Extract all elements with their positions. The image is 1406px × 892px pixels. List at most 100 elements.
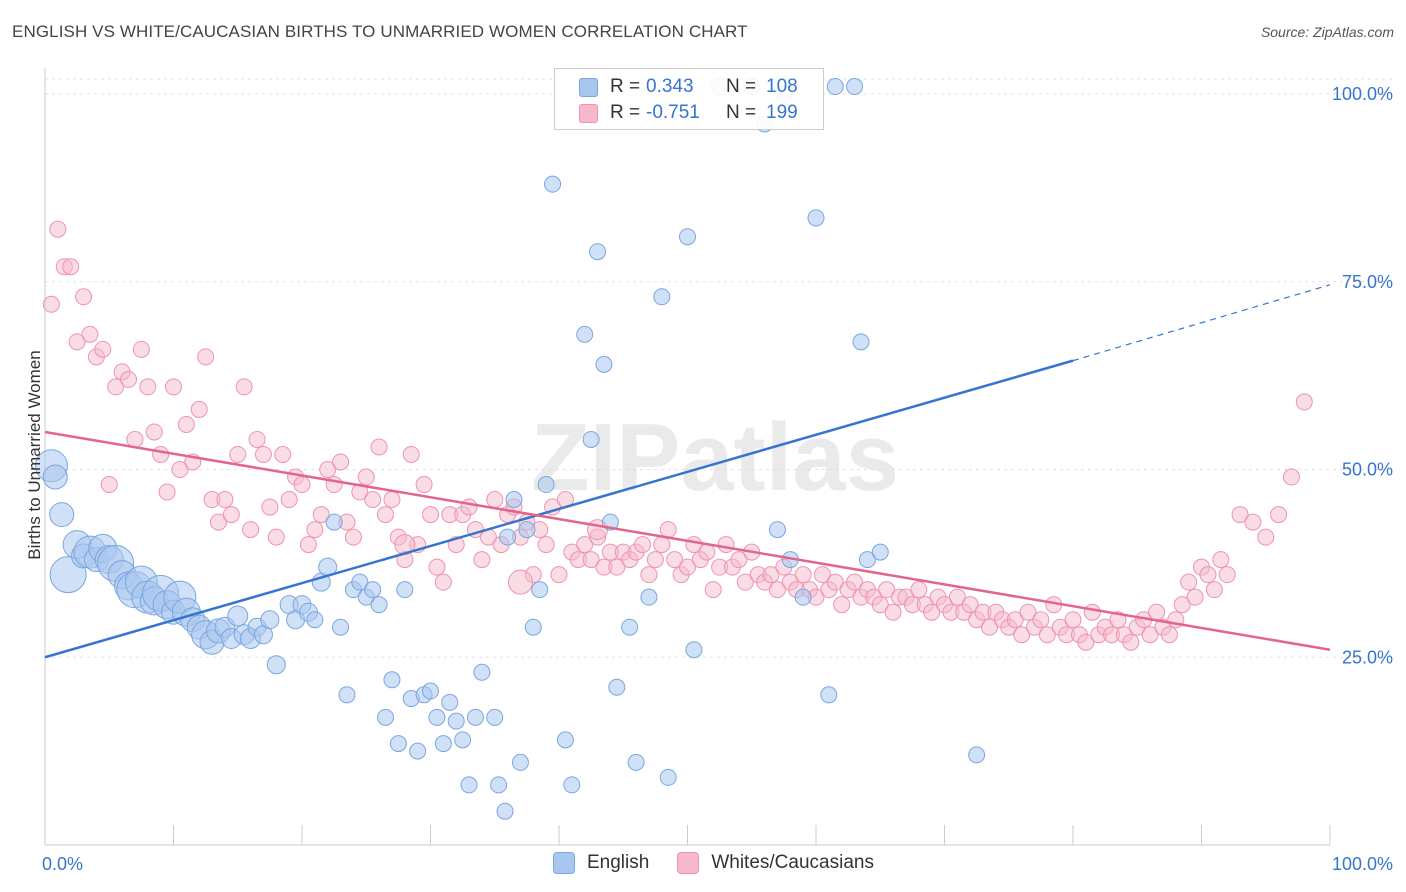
whites-point: [248, 430, 266, 448]
whites-point: [640, 566, 658, 584]
whites-point: [132, 340, 150, 358]
whites-point: [768, 581, 786, 599]
english-point: [434, 735, 452, 753]
english-point: [826, 78, 844, 96]
english-point: [640, 588, 658, 606]
english-point: [441, 693, 459, 711]
english-point: [490, 776, 508, 794]
english-point: [582, 430, 600, 448]
whites-point: [717, 536, 735, 554]
whites-point: [364, 491, 382, 509]
english-point: [325, 513, 343, 531]
english-point: [608, 678, 626, 696]
whites-point: [1244, 513, 1262, 531]
whites-point: [1006, 611, 1024, 629]
y-tick-label: 100.0%: [1332, 84, 1393, 104]
whites-point: [94, 340, 112, 358]
whites-point: [62, 258, 80, 276]
y-axis-label: Births to Unmarried Women: [25, 350, 44, 560]
whites-point: [107, 378, 125, 396]
english-point: [576, 325, 594, 343]
whites-point: [486, 491, 504, 509]
stats-legend: R = 0.343 N = 108 R = -0.751 N = 199: [554, 68, 824, 130]
english-point: [466, 708, 484, 726]
series-legend: English Whites/Caucasians: [553, 852, 902, 874]
english-point: [968, 746, 986, 764]
whites-point: [120, 370, 138, 388]
whites-point: [507, 569, 533, 595]
tick-labels: 25.0% 50.0% 75.0% 100.0% 0.0% 100.0%: [42, 84, 1393, 874]
english-point: [351, 573, 369, 591]
english-point: [377, 708, 395, 726]
whites-point: [653, 536, 671, 554]
whites-point: [646, 551, 664, 569]
whites-point: [1032, 611, 1050, 629]
whites-point: [634, 536, 652, 554]
english-point: [383, 671, 401, 689]
whites-point: [222, 506, 240, 524]
whites-point: [704, 581, 722, 599]
english-point: [396, 581, 414, 599]
english-point: [260, 610, 280, 630]
legend-swatch-english: [579, 77, 598, 97]
legend-n-value: 108: [766, 76, 798, 97]
english-point: [659, 768, 677, 786]
whites-point: [332, 453, 350, 471]
whites-point: [1295, 393, 1313, 411]
english-point: [473, 663, 491, 681]
whites-point: [357, 468, 375, 486]
whites-point: [344, 528, 362, 546]
whites-point: [846, 573, 864, 591]
english-point: [563, 776, 581, 794]
whites-point: [1173, 596, 1191, 614]
whites-point: [794, 566, 812, 584]
legend-item-english[interactable]: English: [553, 852, 649, 874]
whites-point: [871, 596, 889, 614]
english-point: [49, 502, 75, 528]
whites-point: [679, 558, 696, 576]
english-point: [820, 686, 838, 704]
y-tick-label: 25.0%: [1342, 647, 1393, 667]
english-trend-line: [44, 359, 1074, 659]
english-point: [511, 753, 529, 771]
whites-point: [216, 491, 234, 509]
whites-point: [813, 566, 831, 584]
legend-n-value: 199: [766, 102, 798, 123]
whites-point: [145, 423, 163, 441]
whites-point: [1160, 626, 1178, 644]
english-point: [42, 464, 68, 490]
whites-point: [1083, 603, 1101, 621]
legend-item-whites[interactable]: Whites/Caucasians: [677, 852, 874, 874]
whites-trend-line: [44, 430, 1331, 651]
whites-point: [1205, 581, 1223, 599]
whites-point: [274, 445, 292, 463]
english-point: [227, 605, 249, 627]
english-point: [428, 708, 446, 726]
english-point: [627, 753, 645, 771]
whites-point: [1038, 626, 1056, 644]
whites-point: [1077, 633, 1095, 651]
axes: [44, 68, 1331, 846]
english-point: [621, 618, 639, 636]
chart-title: ENGLISH VS WHITE/CAUCASIAN BIRTHS TO UNM…: [12, 22, 748, 41]
whites-point: [415, 476, 433, 494]
english-point: [595, 355, 613, 373]
english-point: [447, 712, 465, 730]
whites-point: [948, 588, 966, 606]
whites-point: [730, 551, 748, 569]
english-point: [486, 708, 504, 726]
whites-point: [197, 348, 215, 366]
whites-point: [582, 551, 600, 569]
whites-point: [152, 445, 170, 463]
english-point: [505, 491, 523, 509]
whites-point: [267, 528, 285, 546]
whites-point: [280, 491, 298, 509]
whites-point: [1186, 588, 1204, 606]
legend-n-label: N =: [726, 76, 757, 97]
whites-point: [1148, 603, 1166, 621]
english-point: [589, 243, 607, 261]
legend-r-label: R =: [610, 76, 641, 97]
legend-swatch-english: [553, 852, 575, 874]
whites-point: [460, 498, 478, 516]
whites-point: [1141, 626, 1159, 644]
